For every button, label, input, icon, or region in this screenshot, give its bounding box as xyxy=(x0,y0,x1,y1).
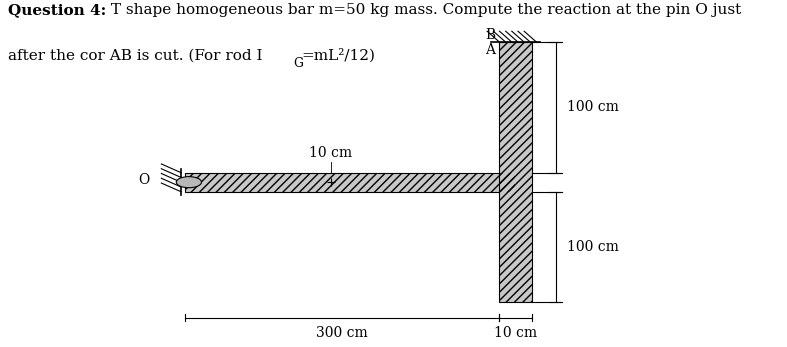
Bar xyxy=(185,173,515,192)
Text: Question 4:: Question 4: xyxy=(8,3,106,17)
Text: 100 cm: 100 cm xyxy=(567,100,619,114)
Text: 100 cm: 100 cm xyxy=(567,240,619,254)
Text: A: A xyxy=(485,43,495,57)
Circle shape xyxy=(176,177,201,188)
Text: 10 cm: 10 cm xyxy=(494,326,537,340)
Bar xyxy=(185,173,515,192)
Text: after the cor AB is cut. (For rod I: after the cor AB is cut. (For rod I xyxy=(8,49,262,62)
Text: T shape homogeneous bar m=50 kg mass. Compute the reaction at the pin O just: T shape homogeneous bar m=50 kg mass. Co… xyxy=(106,3,741,17)
Text: B: B xyxy=(485,28,495,42)
Bar xyxy=(499,42,532,302)
Text: =mL²/12): =mL²/12) xyxy=(301,49,375,63)
Bar xyxy=(499,42,532,302)
Text: 300 cm: 300 cm xyxy=(316,326,368,340)
Text: O: O xyxy=(139,174,150,187)
Text: 10 cm: 10 cm xyxy=(309,146,352,160)
Text: G: G xyxy=(293,57,303,70)
